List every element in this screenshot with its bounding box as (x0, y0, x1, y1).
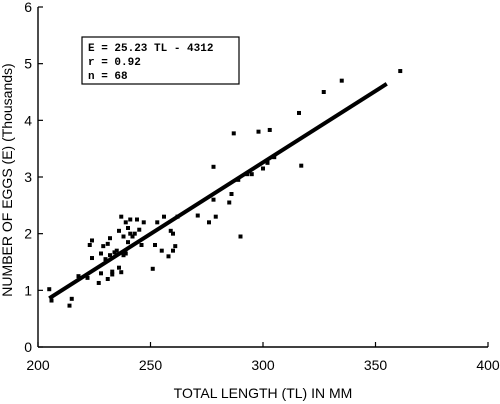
data-point (168, 228, 173, 233)
data-point (211, 164, 216, 169)
data-point (99, 251, 103, 256)
data-point (171, 248, 175, 253)
data-point (67, 303, 72, 308)
data-point (99, 271, 103, 276)
y-tick-label: 1 (24, 282, 32, 298)
data-point (49, 298, 54, 303)
data-point (117, 228, 121, 233)
y-tick-label: 3 (24, 169, 32, 185)
data-point (108, 253, 112, 258)
data-point (123, 220, 128, 225)
data-point (339, 78, 344, 83)
data-point (155, 220, 160, 225)
data-point (135, 217, 139, 222)
data-point (105, 241, 110, 246)
data-point (114, 248, 119, 253)
data-point (297, 110, 301, 115)
data-point (195, 213, 200, 218)
data-point (171, 231, 175, 236)
data-point (398, 69, 403, 74)
data-point (117, 265, 121, 270)
y-axis-label: NUMBER OF EGGS (E) (Thousands) (0, 63, 15, 296)
data-point (249, 172, 254, 177)
data-point (227, 200, 232, 205)
data-point (265, 160, 270, 165)
data-point (321, 90, 326, 94)
data-point (130, 234, 135, 239)
x-tick-label: 250 (139, 357, 163, 373)
legend-box (81, 36, 240, 85)
x-tick-label: 350 (364, 357, 388, 373)
legend-equation: E = 25.23 TL - 4312 (88, 43, 213, 55)
data-point (123, 251, 128, 256)
data-points (47, 69, 403, 308)
data-point (108, 236, 112, 241)
data-point (87, 243, 92, 247)
data-point (238, 234, 243, 239)
x-tick-label: 200 (26, 357, 50, 373)
regression-line (48, 82, 388, 300)
data-point (128, 217, 133, 222)
data-point (162, 214, 166, 219)
axis-ticks: 200 250 300 350 400 0 1 2 3 4 5 6 (24, 0, 500, 373)
data-point (90, 238, 94, 243)
data-point (126, 226, 130, 230)
legend-r-value: r = 0.92 (88, 57, 141, 69)
y-tick-label: 5 (24, 56, 32, 72)
data-point (126, 240, 130, 245)
data-point (85, 275, 90, 280)
data-point (112, 250, 117, 255)
data-point (96, 280, 101, 285)
data-point (267, 127, 272, 132)
data-point (207, 220, 211, 225)
data-point (137, 227, 142, 232)
data-point (121, 234, 126, 239)
legend-n-value: n = 68 (88, 71, 128, 83)
data-point (76, 274, 81, 279)
data-point (119, 214, 124, 219)
data-point (119, 270, 124, 275)
data-point (103, 257, 108, 262)
data-point (128, 231, 133, 236)
data-point (101, 244, 106, 249)
data-point (121, 253, 126, 258)
legend: E = 25.23 TL - 4312 r = 0.92 n = 68 (81, 36, 240, 85)
y-tick-label: 4 (24, 112, 32, 128)
data-point (261, 166, 265, 171)
data-point (173, 244, 178, 249)
data-point (229, 192, 234, 196)
data-point (90, 256, 94, 261)
data-point (141, 220, 146, 225)
x-tick-label: 300 (251, 357, 275, 373)
data-point (110, 272, 115, 277)
y-tick-label: 6 (24, 0, 32, 15)
data-point (110, 269, 115, 274)
data-point (211, 197, 216, 202)
data-point (299, 163, 304, 168)
data-point (132, 231, 137, 236)
data-point (159, 248, 164, 253)
data-point (166, 254, 171, 259)
x-tick-label: 400 (476, 357, 500, 373)
data-point (213, 214, 218, 219)
data-point (150, 266, 155, 271)
data-point (139, 243, 144, 247)
data-point (153, 243, 157, 247)
y-tick-label: 0 (24, 339, 32, 355)
data-point (231, 131, 236, 136)
data-point (69, 296, 74, 301)
data-point (47, 287, 52, 292)
data-point (256, 129, 261, 134)
y-tick-label: 2 (24, 226, 32, 242)
data-point (105, 277, 110, 281)
x-axis-label: TOTAL LENGTH (TL) IN MM (174, 385, 353, 401)
